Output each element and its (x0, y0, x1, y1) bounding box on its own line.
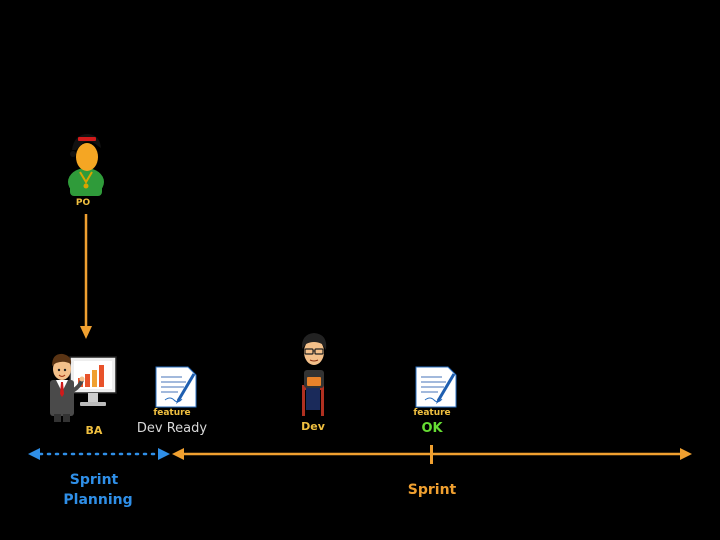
document-1-label: feature (153, 408, 191, 418)
dev-ready-status: Dev Ready (136, 421, 208, 436)
sprint-label: Sprint (407, 482, 457, 498)
feature-document-icon-2 (415, 366, 457, 408)
dev-label: Dev (301, 420, 325, 433)
sprint-tick-mark (430, 445, 433, 464)
feature-document-icon-1 (155, 366, 197, 408)
po-label: PO (75, 198, 91, 208)
ok-status: OK (421, 421, 443, 436)
document-2-label: feature (413, 408, 451, 418)
dev-person-icon (301, 333, 327, 416)
ba-person-icon (50, 353, 117, 422)
sprint-timeline (172, 445, 692, 464)
sprint-planning-label-line1: Sprint (69, 472, 119, 488)
po-person-icon (68, 134, 104, 196)
sprint-planning-timeline (28, 448, 170, 460)
sprint-planning-label-line2: Planning (63, 492, 133, 508)
po-to-ba-arrowhead (80, 326, 92, 339)
ba-label: BA (85, 424, 103, 437)
